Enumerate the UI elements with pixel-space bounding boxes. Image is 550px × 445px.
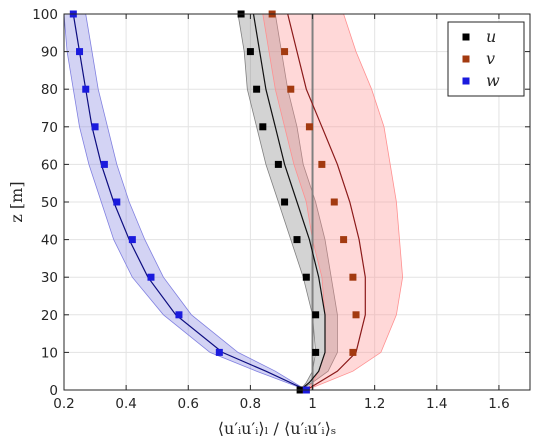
x-tick-label-2: 0.6 bbox=[178, 396, 199, 412]
x-tick-label-5: 1.2 bbox=[364, 396, 385, 412]
point-u-6 bbox=[274, 160, 282, 168]
point-v-3 bbox=[349, 273, 357, 281]
y-tick-label-4: 40 bbox=[41, 233, 58, 249]
y-tick-label-1: 10 bbox=[41, 345, 58, 361]
point-u-3 bbox=[302, 273, 310, 281]
y-tick-label-6: 60 bbox=[41, 157, 58, 173]
x-tick-label-3: 0.8 bbox=[240, 396, 261, 412]
y-tick-label-9: 90 bbox=[41, 45, 58, 61]
point-w-6 bbox=[100, 160, 108, 168]
legend-label-v: v bbox=[486, 49, 495, 68]
y-tick-label-0: 0 bbox=[49, 383, 58, 399]
point-u-5 bbox=[281, 198, 289, 206]
point-v-8 bbox=[287, 85, 295, 93]
point-v-2 bbox=[352, 311, 360, 319]
y-tick-label-3: 30 bbox=[41, 270, 58, 286]
point-u-4 bbox=[293, 236, 301, 244]
point-v-9 bbox=[281, 48, 289, 56]
x-tick-label-7: 1.6 bbox=[488, 396, 509, 412]
x-tick-label-1: 0.4 bbox=[115, 396, 136, 412]
point-v-4 bbox=[340, 236, 348, 244]
y-tick-label-10: 100 bbox=[32, 7, 58, 23]
point-u-1 bbox=[312, 348, 320, 356]
x-tick-label-4: 1 bbox=[308, 396, 317, 412]
point-u-2 bbox=[312, 311, 320, 319]
point-w-7 bbox=[91, 123, 99, 131]
point-w-5 bbox=[113, 198, 121, 206]
legend-marker-u bbox=[462, 33, 470, 41]
legend-marker-v bbox=[462, 55, 470, 63]
point-w-4 bbox=[128, 236, 136, 244]
line-u bbox=[252, 13, 326, 391]
point-w-3 bbox=[147, 273, 155, 281]
legend-label-u: u bbox=[486, 27, 496, 46]
point-u-9 bbox=[246, 48, 254, 56]
band-edge-upper-v bbox=[306, 13, 404, 391]
point-v-6 bbox=[318, 160, 326, 168]
point-w-1 bbox=[215, 348, 223, 356]
point-v-5 bbox=[330, 198, 338, 206]
point-w-8 bbox=[82, 85, 90, 93]
band-edge-upper-w bbox=[85, 13, 307, 391]
y-axis-label: z [m] bbox=[7, 181, 26, 222]
point-u-7 bbox=[259, 123, 267, 131]
x-axis-label: ⟨u′ᵢu′ᵢ⟩ₗ / ⟨u′ᵢu′ᵢ⟩ₛ bbox=[218, 419, 336, 438]
band-w bbox=[64, 14, 307, 390]
x-tick-label-0: 0.2 bbox=[53, 396, 74, 412]
point-w-9 bbox=[76, 48, 84, 56]
legend-box bbox=[447, 21, 525, 97]
y-tick-label-5: 50 bbox=[41, 195, 58, 211]
legend-label-w: w bbox=[486, 71, 500, 90]
y-tick-label-8: 80 bbox=[41, 82, 58, 98]
point-v-7 bbox=[305, 123, 313, 131]
y-tick-label-7: 70 bbox=[41, 120, 58, 136]
x-tick-label-6: 1.4 bbox=[426, 396, 447, 412]
line-v bbox=[287, 13, 366, 391]
legend: uvw bbox=[447, 21, 525, 97]
legend-marker-w bbox=[462, 77, 470, 85]
point-w-2 bbox=[175, 311, 183, 319]
line-w bbox=[72, 13, 307, 391]
point-u-8 bbox=[253, 85, 261, 93]
y-tick-label-2: 20 bbox=[41, 308, 58, 324]
point-v-1 bbox=[349, 348, 357, 356]
